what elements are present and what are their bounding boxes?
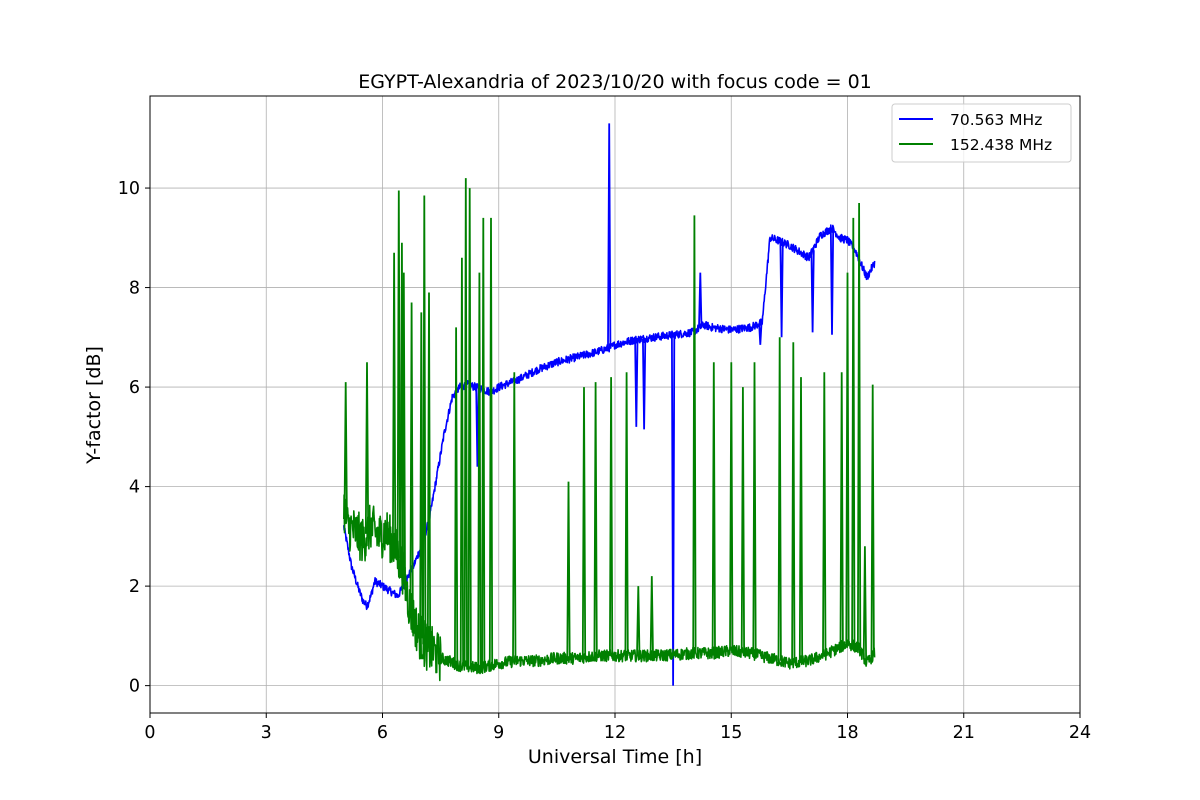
series-spike bbox=[593, 382, 598, 656]
series-spike bbox=[671, 334, 676, 686]
y-tick-label: 0 bbox=[129, 677, 140, 697]
series-spike bbox=[566, 481, 571, 659]
legend-box bbox=[891, 103, 1072, 163]
series-line bbox=[343, 224, 876, 611]
series-spike bbox=[752, 362, 757, 655]
y-tick-label: 6 bbox=[129, 378, 140, 398]
y-tick-label: 2 bbox=[129, 577, 140, 597]
x-tick-label: 18 bbox=[836, 723, 858, 743]
series-spike bbox=[481, 217, 486, 668]
series-spike bbox=[607, 123, 612, 348]
x-tick-label: 15 bbox=[720, 723, 742, 743]
x-tick-label: 9 bbox=[493, 723, 504, 743]
series-spike bbox=[419, 312, 424, 639]
series-spike bbox=[343, 382, 348, 517]
series-spike bbox=[642, 338, 647, 430]
series-spike bbox=[692, 215, 697, 654]
series-spike bbox=[477, 272, 482, 669]
y-tick-label: 4 bbox=[129, 478, 140, 498]
series-spike bbox=[392, 252, 397, 547]
legend-label: 152.438 MHz bbox=[950, 136, 1052, 154]
series-spike bbox=[364, 362, 370, 534]
series-spike bbox=[401, 272, 406, 577]
series-spike bbox=[634, 339, 639, 427]
plot-series bbox=[343, 123, 876, 686]
x-tick-label: 24 bbox=[1069, 723, 1091, 743]
series-spike bbox=[463, 178, 468, 667]
series-spike bbox=[758, 323, 763, 345]
legend: 70.563 MHz 152.438 MHz bbox=[891, 103, 1072, 163]
y-tick-label: 8 bbox=[129, 279, 140, 299]
series-spike bbox=[512, 372, 517, 662]
x-tick-label: 12 bbox=[604, 723, 626, 743]
series-spike bbox=[581, 387, 587, 658]
series-spike bbox=[624, 372, 629, 656]
series-spike bbox=[740, 387, 745, 653]
series-spike bbox=[609, 377, 614, 656]
x-tick-label: 3 bbox=[261, 723, 272, 743]
x-tick-label: 21 bbox=[953, 723, 975, 743]
series-spike bbox=[798, 377, 804, 662]
y-tick-label: 10 bbox=[118, 179, 140, 199]
chart-title: EGYPT-Alexandria of 2023/10/20 with focu… bbox=[358, 71, 872, 93]
series-spike bbox=[829, 227, 835, 335]
series-spike bbox=[845, 272, 850, 644]
series-spike bbox=[649, 576, 654, 656]
series-spike bbox=[862, 546, 867, 660]
series-spike bbox=[636, 586, 641, 656]
series-spike bbox=[426, 292, 432, 649]
grid-lines bbox=[149, 96, 1081, 713]
series-spike bbox=[791, 342, 796, 663]
x-tick-label: 6 bbox=[377, 723, 388, 743]
series-spike bbox=[698, 272, 703, 328]
series-spike bbox=[459, 257, 464, 667]
y-axis-label: Y-factor [dB] bbox=[83, 346, 105, 465]
series-spike bbox=[870, 384, 875, 656]
series-spike bbox=[454, 327, 459, 665]
series-spike bbox=[810, 250, 815, 333]
series-spike bbox=[422, 195, 427, 645]
series-spike bbox=[857, 202, 862, 649]
series-spike bbox=[851, 217, 856, 646]
series-spike bbox=[409, 302, 414, 613]
series-spike bbox=[467, 188, 472, 668]
series-spike bbox=[777, 337, 782, 661]
series-spike bbox=[729, 362, 734, 651]
legend-label: 70.563 MHz bbox=[950, 111, 1042, 129]
x-tick-label: 0 bbox=[144, 723, 155, 743]
series-spike bbox=[396, 190, 401, 559]
x-axis-label: Universal Time [h] bbox=[528, 746, 702, 768]
series-spike bbox=[779, 241, 784, 338]
series-spike bbox=[822, 372, 827, 655]
series-spike bbox=[488, 217, 494, 666]
series-spike bbox=[711, 362, 716, 654]
series-spike bbox=[839, 372, 844, 647]
